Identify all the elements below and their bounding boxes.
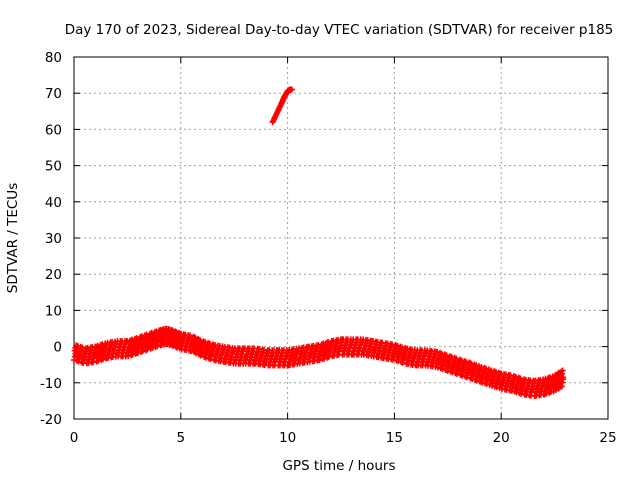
y-tick-label: 50 [45,159,62,175]
x-tick-label: 15 [386,430,403,446]
y-tick-label: 20 [45,267,62,283]
data-point [288,86,295,93]
y-tick-label: 0 [53,340,62,356]
y-tick-label: 40 [45,195,62,211]
y-tick-label: 60 [45,122,62,138]
y-tick-label: -20 [40,412,62,428]
data-point [196,337,203,344]
x-tick-label: 10 [279,430,296,446]
x-tick-label: 5 [177,430,186,446]
data-point [453,355,460,362]
data-point [443,352,450,359]
x-tick-label: 0 [70,430,79,446]
x-axis-label: GPS time / hours [282,458,395,474]
gridlines [74,57,608,419]
x-tick-label: 25 [599,430,616,446]
data-point [186,332,193,339]
y-tick-label: 70 [45,86,62,102]
y-tick-label: 30 [45,231,62,247]
y-tick-label: 10 [45,303,62,319]
data-point [559,367,566,374]
data-points [71,86,567,400]
data-point [517,375,524,382]
data-point [192,334,199,341]
y-tick-label: 80 [45,50,62,66]
x-tick-label: 20 [493,430,510,446]
axis-ticks: 0 5 10 15 20 25 -20 -10 0 10 20 30 40 50 60 70 80 [40,50,617,446]
data-point [560,374,567,381]
y-axis-label: SDTVAR / TECUs [5,183,21,293]
chart-title: Day 170 of 2023, Sidereal Day-to-day VTE… [65,22,614,38]
y-tick-label: -10 [40,376,62,392]
